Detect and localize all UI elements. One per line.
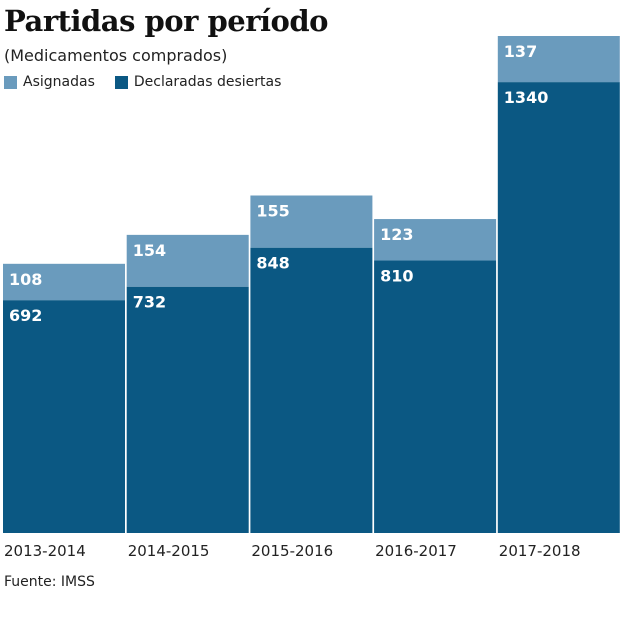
bar-declaradas [374,260,497,533]
data-label-asignadas: 108 [9,270,42,289]
bar-asignadas [497,36,620,83]
bar-declaradas [250,247,373,533]
data-label-asignadas: 137 [504,42,537,61]
legend-swatch-declaradas [114,75,128,89]
source-note: Fuente: IMSS [4,574,95,590]
legend-item-declaradas: Declaradas desiertas [114,74,282,90]
bar-declaradas [497,82,620,534]
legend-label-declaradas: Declaradas desiertas [133,74,282,90]
x-tick-label: 2015-2016 [251,542,333,560]
bar-asignadas [374,219,497,261]
bar-asignadas [250,195,373,248]
bar-asignadas [126,234,249,287]
data-label-declaradas: 692 [9,306,42,325]
chart-subtitle: (Medicamentos comprados) [4,46,228,65]
x-tick-label: 2017-2018 [499,542,581,560]
data-label-declaradas: 810 [380,266,413,285]
legend: Asignadas Declaradas desiertas [4,74,281,90]
data-label-asignadas: 123 [380,225,413,244]
bar-declaradas [3,300,125,533]
data-label-declaradas: 732 [133,293,166,312]
chart-title: Partidas por período [4,4,328,38]
bar-declaradas [126,286,249,533]
data-label-asignadas: 155 [256,201,289,220]
legend-item-asignadas: Asignadas [4,74,95,90]
x-tick-label: 2014-2015 [128,542,210,560]
legend-label-asignadas: Asignadas [23,74,95,90]
x-tick-label: 2016-2017 [375,542,457,560]
legend-swatch-asignadas [4,75,17,89]
data-label-declaradas: 848 [256,254,289,273]
data-label-asignadas: 154 [133,241,166,260]
data-label-declaradas: 1340 [504,88,549,107]
x-tick-label: 2013-2014 [4,542,86,560]
bar-asignadas [3,263,125,301]
